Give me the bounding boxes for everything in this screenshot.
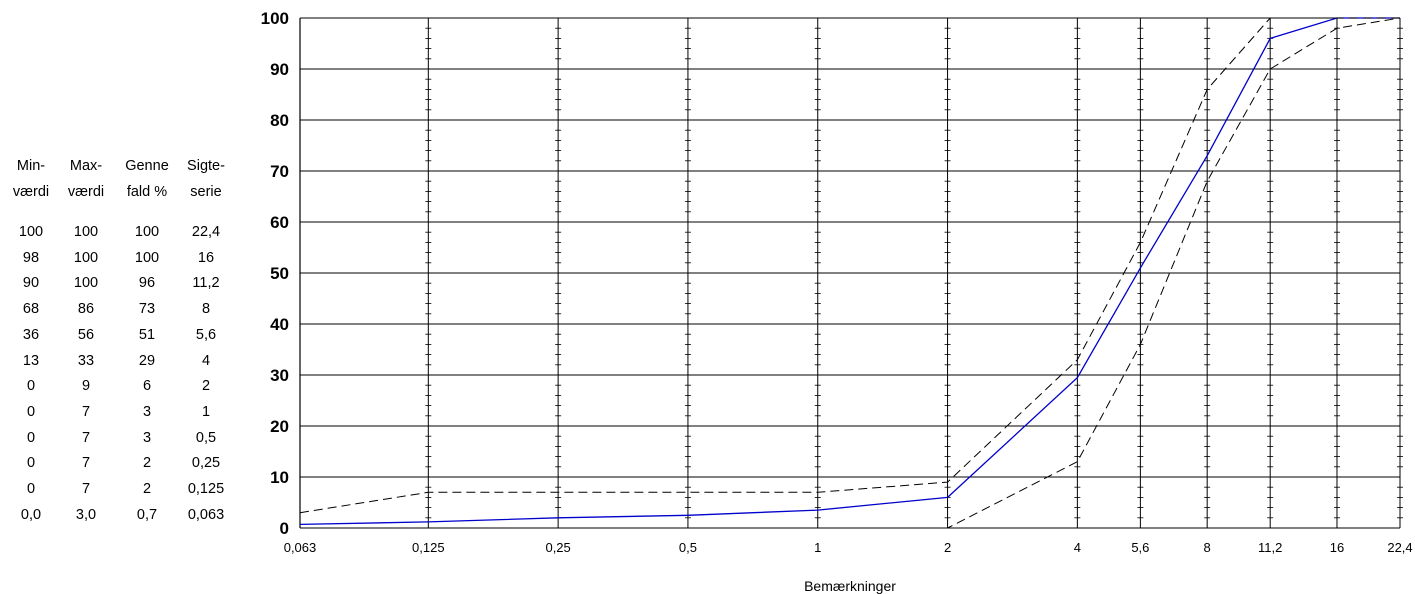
- table-header-cell: Max-: [69, 158, 103, 174]
- table-cell: 6: [142, 378, 152, 395]
- table-cell: 8: [201, 301, 211, 318]
- x-tick-label: 0,125: [412, 540, 445, 555]
- sieve-table: Min-værdi Max-værdi Genne fald % Sigte-serie…: [0, 0, 250, 594]
- table-cell: 100: [134, 249, 160, 266]
- y-tick-label: 70: [270, 162, 289, 181]
- chart-grid: [299, 17, 1401, 529]
- table-cell: 0: [26, 378, 36, 395]
- y-tick-label: 80: [270, 111, 289, 130]
- table-cell: 56: [77, 326, 95, 343]
- table-header-cell: fald %: [126, 184, 168, 200]
- series-line-min: [300, 17, 1401, 529]
- table-cell: 5,6: [195, 326, 217, 343]
- x-tick-label: 0,25: [545, 540, 570, 555]
- x-axis-title: Bemærkninger: [804, 578, 896, 594]
- table-header-cell: Genne: [125, 158, 169, 174]
- table-cell: 4: [201, 352, 211, 369]
- y-tick-label: 10: [270, 468, 289, 487]
- table-cell: 7: [81, 403, 91, 420]
- table-header-cell: værdi: [67, 184, 105, 200]
- table-cell: 36: [22, 326, 40, 343]
- table-cell: 3,0: [75, 506, 97, 523]
- y-tick-label: 30: [270, 366, 289, 385]
- table-cell: 3: [142, 403, 152, 420]
- x-tick-label: 5,6: [1131, 540, 1149, 555]
- series-line-passing: [299, 17, 1400, 526]
- table-cell: 13: [22, 352, 40, 369]
- x-tick-label: 1: [814, 540, 821, 555]
- table-header-cell: Min-: [16, 158, 46, 174]
- table-cell: 98: [22, 249, 40, 266]
- x-tick-label: 2: [944, 540, 951, 555]
- y-axis-labels: 0 10 20 30 40 50 60 70 80 90 100: [261, 9, 289, 538]
- y-tick-label: 20: [270, 417, 289, 436]
- x-tick-label: 0,063: [284, 540, 317, 555]
- y-tick-label: 50: [270, 264, 289, 283]
- y-tick-label: 100: [261, 9, 289, 28]
- table-cell: 100: [18, 224, 44, 240]
- table-cell: 33: [77, 352, 95, 369]
- table-cell: 100: [73, 224, 99, 240]
- table-cell: 2: [201, 378, 211, 395]
- table-cell: 0: [26, 403, 36, 420]
- table-cell: 2: [142, 455, 152, 472]
- y-tick-label: 0: [280, 519, 289, 538]
- table-cell: 0,0: [20, 506, 42, 523]
- table-cell: 9: [81, 378, 91, 395]
- table-cell: 0,7: [136, 506, 158, 523]
- table-cell: 7: [81, 481, 91, 497]
- table-cell: 7: [81, 429, 91, 446]
- table-cell: 0,25: [191, 455, 221, 472]
- table-cell: 100: [73, 275, 99, 292]
- table-cell: 51: [138, 326, 156, 343]
- table-cell: 73: [138, 301, 156, 318]
- table-header-cell: serie: [190, 184, 222, 200]
- table-cell: 86: [77, 301, 95, 318]
- table-cell: 0,063: [187, 506, 225, 523]
- table-cell: 100: [73, 249, 99, 266]
- table-cell: 16: [197, 249, 215, 266]
- table-cell: 90: [22, 275, 40, 292]
- table-cell: 96: [138, 275, 156, 292]
- table-cell: 1: [201, 403, 211, 420]
- table-cell: 2: [142, 481, 152, 497]
- x-tick-label: 11,2: [1258, 540, 1282, 555]
- y-tick-label: 60: [270, 213, 289, 232]
- x-tick-label: 4: [1074, 540, 1081, 555]
- table-cell: 0: [26, 455, 36, 472]
- table-cell: 0: [26, 481, 36, 497]
- table-cell: 0: [26, 429, 36, 446]
- x-tick-label: 16: [1330, 540, 1344, 555]
- chart-series: [299, 17, 1401, 529]
- table-cell: 22,4: [191, 224, 221, 240]
- table-cell: 11,2: [192, 275, 220, 292]
- x-axis-labels: 0,063 0,125 0,25 0,5 1 2 4 5,6 8 11,2 16 22,4: [284, 540, 1413, 555]
- table-cell: 0,5: [195, 429, 217, 446]
- table-header-cell: Sigte-: [187, 158, 225, 174]
- table-cell: 68: [22, 301, 40, 318]
- table-cell: 29: [138, 352, 156, 369]
- table-cell: 100: [134, 224, 160, 240]
- series-line-max: [299, 17, 1400, 514]
- table-cell: 3: [142, 429, 152, 446]
- table-cell: 7: [81, 455, 91, 472]
- table-cell: 0,125: [187, 481, 225, 497]
- table-header-cell: værdi: [12, 184, 50, 200]
- x-tick-label: 8: [1204, 540, 1211, 555]
- x-tick-label: 22,4: [1387, 540, 1412, 555]
- y-tick-label: 90: [270, 60, 289, 79]
- y-tick-label: 40: [270, 315, 289, 334]
- x-tick-label: 0,5: [679, 540, 697, 555]
